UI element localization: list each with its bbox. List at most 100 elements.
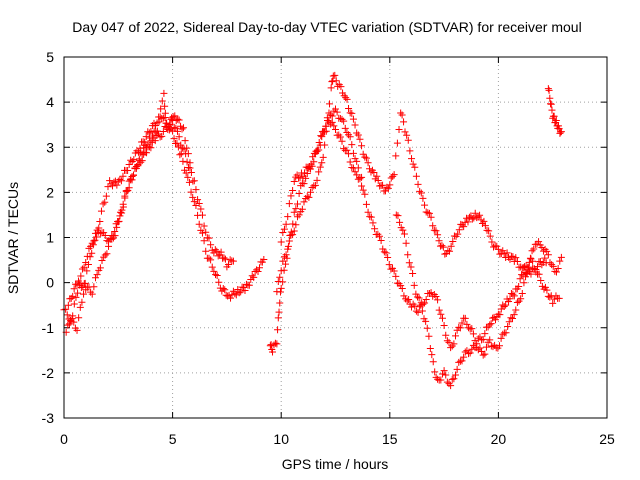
data-point [192, 201, 200, 209]
data-point [448, 375, 456, 383]
data-point [76, 279, 84, 287]
y-tick-label: 1 [46, 230, 54, 246]
data-point [419, 194, 427, 202]
data-point [502, 329, 510, 337]
data-point [505, 318, 513, 326]
data-point [73, 326, 81, 334]
data-point [64, 321, 72, 329]
data-point [292, 205, 300, 213]
data-point [145, 143, 153, 151]
data-point [481, 350, 489, 358]
data-point [415, 294, 423, 302]
data-point [447, 242, 455, 250]
data-point [328, 78, 336, 86]
data-point [170, 123, 178, 131]
data-point [424, 209, 432, 217]
data-point [211, 246, 219, 254]
data-point [482, 343, 490, 351]
data-point [109, 232, 117, 240]
data-point [403, 131, 411, 139]
y-tick-label: 2 [46, 184, 54, 200]
data-point [412, 307, 420, 315]
data-point [500, 303, 508, 311]
data-point [184, 173, 192, 181]
x-tick-label: 5 [169, 431, 177, 447]
data-point [171, 112, 179, 120]
data-point [312, 147, 320, 155]
data-point [348, 141, 356, 149]
data-point [166, 120, 174, 128]
data-point [271, 339, 279, 347]
grid-lines [64, 57, 607, 418]
data-point [550, 295, 558, 303]
y-tick-label: 0 [46, 275, 54, 291]
data-point [158, 132, 166, 140]
data-point [213, 247, 221, 255]
data-point [409, 269, 417, 277]
data-point [153, 131, 161, 139]
data-point [495, 342, 503, 350]
data-point [285, 200, 293, 208]
data-point [421, 299, 429, 307]
data-point [235, 289, 243, 297]
data-point [182, 169, 190, 177]
data-point [116, 175, 124, 183]
data-point [411, 302, 419, 310]
data-point [535, 238, 543, 246]
data-point [183, 158, 191, 166]
data-point [113, 181, 121, 189]
data-point [88, 249, 96, 257]
data-point [127, 175, 135, 183]
data-point [62, 305, 70, 313]
data-point [358, 142, 366, 150]
data-point [552, 117, 560, 125]
data-point [178, 125, 186, 133]
data-point [210, 267, 218, 275]
data-point [99, 200, 107, 208]
y-tick-label: 4 [46, 94, 54, 110]
data-point [331, 71, 339, 79]
data-point [516, 275, 524, 283]
data-point [277, 267, 285, 275]
data-point [465, 350, 473, 358]
data-point [342, 94, 350, 102]
data-point [327, 120, 335, 128]
data-point [476, 211, 484, 219]
data-point [343, 95, 351, 103]
data-point [379, 181, 387, 189]
data-point [430, 291, 438, 299]
data-point [486, 321, 494, 329]
data-point [398, 111, 406, 119]
data-point [513, 298, 521, 306]
data-point [354, 131, 362, 139]
data-point [487, 342, 495, 350]
data-point [122, 188, 130, 196]
data-point [468, 215, 476, 223]
data-point [399, 226, 407, 234]
data-point [332, 105, 339, 113]
data-point [187, 188, 195, 196]
data-point [329, 72, 337, 80]
data-point [174, 143, 182, 151]
data-point [300, 198, 308, 206]
data-point [217, 248, 225, 256]
data-point [537, 277, 545, 285]
data-point [557, 128, 565, 136]
data-point [269, 348, 277, 356]
data-point [220, 254, 228, 262]
data-point [174, 115, 182, 123]
data-point [408, 155, 416, 163]
data-point [423, 324, 431, 332]
data-point [522, 273, 530, 281]
data-point [80, 280, 88, 288]
data-point [428, 351, 436, 359]
data-point [299, 173, 307, 181]
data-point [359, 150, 367, 158]
data-point [554, 265, 562, 273]
data-point [293, 171, 301, 179]
data-point [396, 218, 404, 226]
data-point [385, 261, 393, 269]
data-point [409, 160, 417, 168]
data-point [177, 150, 185, 158]
